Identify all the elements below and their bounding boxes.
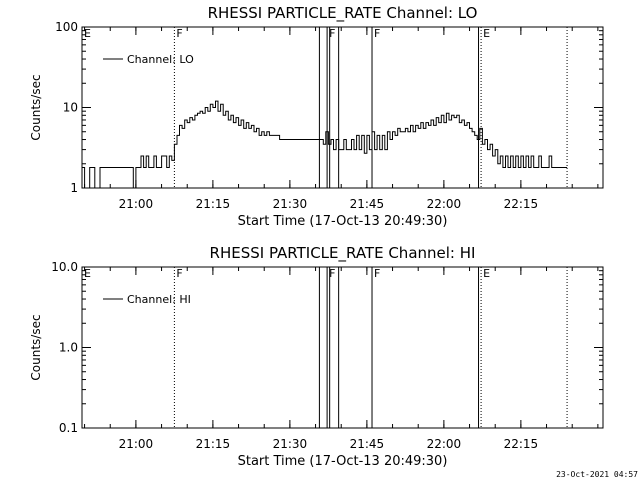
lo-event-marker-label: F [374,27,380,40]
hi-x-tick-label: 21:45 [350,437,385,451]
timestamp-label: 23-Oct-2021 04:57 [556,470,638,479]
hi-x-axis-label: Start Time (17-Oct-13 20:49:30) [238,454,448,469]
lo-plot-frame [81,26,604,189]
hi-channel-panel: RHESSI PARTICLE_RATE Channel: HI Counts/s… [29,244,604,469]
lo-event-marker-label: E [84,27,91,40]
hi-event-marker-label: F [176,267,182,280]
lo-legend-label: Channel: LO [127,53,194,66]
hi-event-marker-label: E [84,267,91,280]
hi-y-axis-label: Counts/sec [29,314,43,380]
lo-y-tick-label: 100 [55,20,78,34]
lo-series-line [82,100,568,189]
hi-chart-title: RHESSI PARTICLE_RATE Channel: HI [210,244,476,263]
hi-y-tick-label: 0.1 [59,421,78,435]
lo-event-marker-label: F [176,27,182,40]
hi-x-tick-label: 21:00 [119,437,154,451]
lo-x-tick-label: 22:15 [504,197,539,211]
lo-event-marker-label: F [329,27,335,40]
hi-x-tick-label: 21:30 [273,437,308,451]
hi-legend-label: Channel: HI [127,293,191,306]
lo-x-tick-label: 21:30 [273,197,308,211]
lo-chart-title: RHESSI PARTICLE_RATE Channel: LO [208,4,478,23]
lo-x-axis-label: Start Time (17-Oct-13 20:49:30) [238,214,448,229]
hi-x-tick-label: 22:00 [427,437,462,451]
hi-plot-frame [81,266,604,429]
lo-x-tick-label: 21:00 [119,197,154,211]
hi-event-marker-label: F [329,267,335,280]
lo-y-tick-label: 1 [70,181,78,195]
lo-y-tick-label: 10 [63,101,78,115]
lo-x-tick-label: 21:45 [350,197,385,211]
hi-x-tick-label: 21:15 [196,437,231,451]
lo-y-axis-label: Counts/sec [29,74,43,140]
lo-x-tick-label: 22:00 [427,197,462,211]
hi-event-marker-label: F [374,267,380,280]
hi-x-tick-label: 22:15 [504,437,539,451]
lo-channel-panel: RHESSI PARTICLE_RATE Channel: LO Counts/s… [29,4,604,229]
hi-y-tick-label: 10.0 [51,260,78,274]
lo-event-marker-label: E [483,27,490,40]
hi-event-marker-label: E [483,267,490,280]
hi-y-tick-label: 1.0 [59,341,78,355]
lo-x-tick-label: 21:15 [196,197,231,211]
